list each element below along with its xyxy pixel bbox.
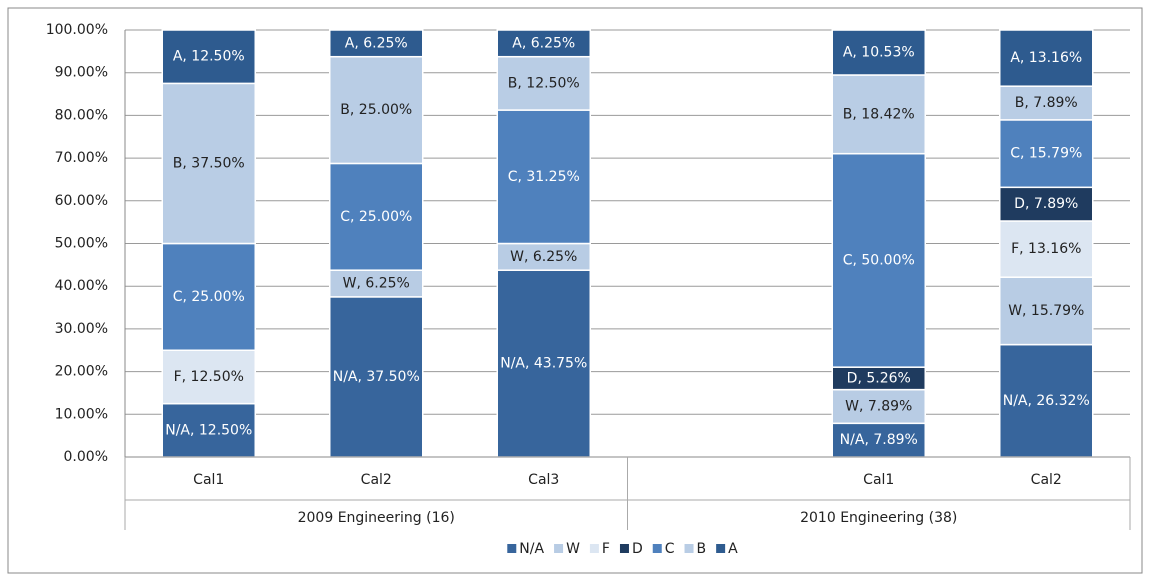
bar-segment: [329, 296, 424, 458]
bar-segment: [329, 29, 424, 58]
y-tick-label: 10.00%: [55, 406, 108, 422]
data-label: N/A, 12.50%: [165, 422, 252, 438]
data-label: N/A, 26.32%: [1003, 393, 1090, 409]
data-label: W, 15.79%: [1008, 303, 1084, 319]
bar-segment: [831, 388, 926, 425]
group-label: 2009 Engineering (16): [298, 510, 455, 526]
x-tick-label: Cal3: [528, 472, 559, 488]
data-label: C, 50.00%: [843, 252, 915, 268]
legend-label: C: [665, 541, 675, 557]
legend-swatch: [716, 544, 726, 553]
bar-segment: [831, 152, 926, 368]
data-label: B, 25.00%: [340, 102, 412, 118]
bar-segment: [161, 29, 256, 85]
bar-segment: [999, 29, 1094, 87]
legend-swatch: [554, 544, 564, 553]
bar-segment: [831, 74, 926, 155]
bar-segment: [999, 343, 1094, 458]
x-tick-label: Cal1: [193, 472, 224, 488]
x-tick-label: Cal2: [1031, 472, 1062, 488]
y-tick-label: 60.00%: [55, 193, 108, 209]
legend-swatch: [684, 544, 694, 553]
data-label: C, 15.79%: [1010, 146, 1082, 162]
data-label: W, 7.89%: [845, 398, 912, 414]
data-label: F, 13.16%: [1011, 241, 1081, 257]
legend-swatch: [652, 544, 662, 553]
data-label: W, 6.25%: [510, 249, 577, 265]
bar-segment: [831, 29, 926, 76]
bar-segment: [831, 422, 926, 458]
y-tick-label: 20.00%: [55, 364, 108, 380]
legend-label: F: [602, 541, 610, 557]
data-label: B, 18.42%: [843, 106, 915, 122]
y-tick-label: 50.00%: [55, 236, 108, 252]
bar-segment: [329, 55, 424, 165]
bar-segment: [999, 220, 1094, 278]
bar-segment: [999, 276, 1094, 346]
data-label: D, 7.89%: [1014, 196, 1078, 212]
legend-label: B: [697, 541, 707, 557]
y-tick-label: 80.00%: [55, 107, 108, 123]
legend-swatch: [507, 544, 517, 553]
x-tick-label: Cal1: [863, 472, 894, 488]
data-label: B, 12.50%: [508, 75, 580, 91]
bar-segment: [496, 109, 591, 245]
bar-segment: [999, 186, 1094, 222]
bar-segment: [496, 29, 591, 58]
data-label: D, 5.26%: [847, 370, 911, 386]
legend-label: W: [566, 541, 580, 557]
data-label: N/A, 43.75%: [500, 356, 587, 372]
data-label: N/A, 7.89%: [840, 432, 918, 448]
data-label: A, 13.16%: [1010, 50, 1082, 66]
bar-segment: [496, 269, 591, 458]
y-tick-label: 70.00%: [55, 150, 108, 166]
data-label: F, 12.50%: [174, 369, 244, 385]
bar-segment: [999, 119, 1094, 189]
data-label: B, 7.89%: [1015, 95, 1078, 111]
data-label: A, 12.50%: [173, 49, 245, 65]
y-tick-label: 40.00%: [55, 278, 108, 294]
data-label: C, 25.00%: [173, 289, 245, 305]
bar-segment: [496, 55, 591, 111]
data-label: A, 6.25%: [345, 35, 408, 51]
legend-label: D: [632, 541, 643, 557]
legend-label: N/A: [519, 541, 544, 557]
y-tick-label: 100.00%: [46, 22, 108, 38]
data-label: A, 10.53%: [843, 45, 915, 61]
data-label: C, 31.25%: [508, 169, 580, 185]
y-tick-label: 90.00%: [55, 65, 108, 81]
legend-swatch: [589, 544, 599, 553]
y-tick-label: 30.00%: [55, 321, 108, 337]
data-label: C, 25.00%: [340, 209, 412, 225]
bar-segment: [161, 82, 256, 245]
data-label: W, 6.25%: [343, 276, 410, 292]
data-label: A, 6.25%: [512, 35, 575, 51]
bar-segment: [496, 242, 591, 271]
group-label: 2010 Engineering (38): [800, 510, 957, 526]
legend-swatch: [619, 544, 629, 553]
data-label: N/A, 37.50%: [333, 369, 420, 385]
bar-segment: [329, 269, 424, 298]
legend-label: A: [728, 541, 738, 557]
y-tick-label: 0.00%: [64, 449, 108, 465]
data-label: B, 37.50%: [173, 155, 245, 171]
x-tick-label: Cal2: [361, 472, 392, 488]
